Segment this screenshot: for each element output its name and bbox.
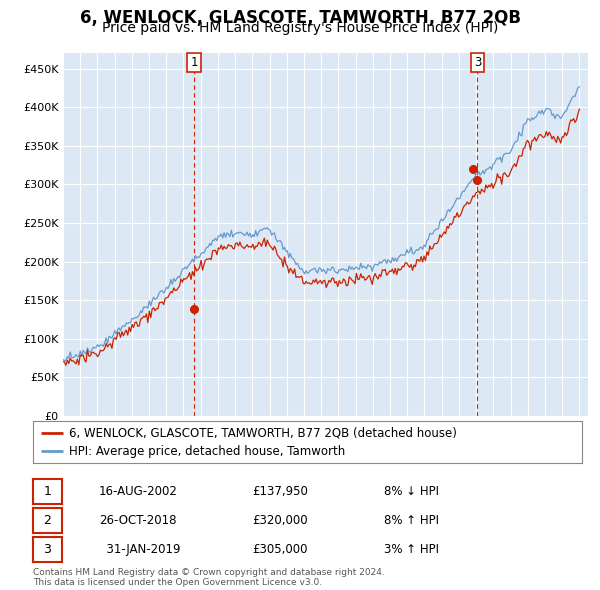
Text: 3: 3: [474, 56, 481, 69]
Text: Contains HM Land Registry data © Crown copyright and database right 2024.
This d: Contains HM Land Registry data © Crown c…: [33, 568, 385, 587]
Text: 3: 3: [43, 543, 52, 556]
Text: 3% ↑ HPI: 3% ↑ HPI: [384, 543, 439, 556]
Text: 1: 1: [43, 485, 52, 498]
Text: £137,950: £137,950: [252, 485, 308, 498]
Text: £305,000: £305,000: [252, 543, 308, 556]
Text: 1: 1: [190, 56, 198, 69]
Text: 6, WENLOCK, GLASCOTE, TAMWORTH, B77 2QB (detached house): 6, WENLOCK, GLASCOTE, TAMWORTH, B77 2QB …: [68, 426, 457, 439]
Text: £320,000: £320,000: [252, 514, 308, 527]
Text: 6, WENLOCK, GLASCOTE, TAMWORTH, B77 2QB: 6, WENLOCK, GLASCOTE, TAMWORTH, B77 2QB: [79, 9, 521, 27]
Text: 16-AUG-2002: 16-AUG-2002: [99, 485, 178, 498]
Text: HPI: Average price, detached house, Tamworth: HPI: Average price, detached house, Tamw…: [68, 445, 345, 458]
Text: Price paid vs. HM Land Registry's House Price Index (HPI): Price paid vs. HM Land Registry's House …: [102, 21, 498, 35]
Text: 8% ↑ HPI: 8% ↑ HPI: [384, 514, 439, 527]
Text: 31-JAN-2019: 31-JAN-2019: [99, 543, 181, 556]
Text: 2: 2: [43, 514, 52, 527]
Text: 8% ↓ HPI: 8% ↓ HPI: [384, 485, 439, 498]
Text: 26-OCT-2018: 26-OCT-2018: [99, 514, 176, 527]
